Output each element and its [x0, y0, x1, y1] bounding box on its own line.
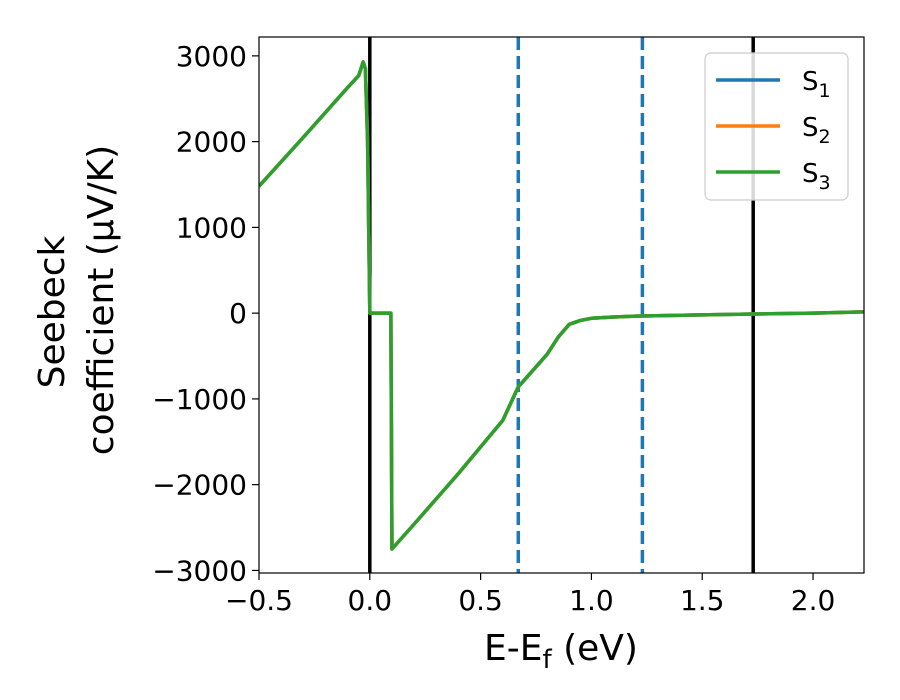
x-axis-ticks: −0.5 0.0 0.5 1.0 1.5 2.0 [225, 573, 835, 617]
x-tick-label: 1.5 [680, 584, 725, 617]
legend-label-s3: S3 [802, 159, 831, 194]
plot-frame [258, 36, 865, 574]
x-axis-label: E-Ef (eV) [484, 628, 638, 675]
y-tick-label: −1000 [152, 383, 247, 416]
legend-label-s2: S2 [802, 113, 831, 148]
y-axis-label: Seebeck coefficient (μV/K) [32, 145, 122, 455]
x-tick-label: 0.5 [458, 584, 503, 617]
y-tick-label: −2000 [152, 469, 247, 502]
y-tick-label: −3000 [152, 554, 247, 587]
y-tick-label: 2000 [176, 126, 247, 159]
x-tick-label: 0.0 [348, 584, 393, 617]
y-tick-label: 0 [229, 297, 247, 330]
legend-label-s1: S1 [802, 67, 831, 102]
x-tick-label: −0.5 [225, 584, 293, 617]
series-line-s3 [259, 60, 864, 551]
y-tick-label: 3000 [176, 40, 247, 73]
legend: S1 S2 S3 [704, 52, 849, 201]
series-lines [259, 60, 864, 551]
y-axis-label-line1: Seebeck [32, 235, 73, 388]
y-axis-ticks: −3000 −2000 −1000 0 1000 2000 3000 [152, 40, 259, 587]
x-tick-label: 2.0 [791, 584, 836, 617]
y-axis-label-line2: coefficient (μV/K) [81, 145, 122, 455]
y-tick-label: 1000 [176, 211, 247, 244]
x-tick-label: 1.0 [569, 584, 614, 617]
